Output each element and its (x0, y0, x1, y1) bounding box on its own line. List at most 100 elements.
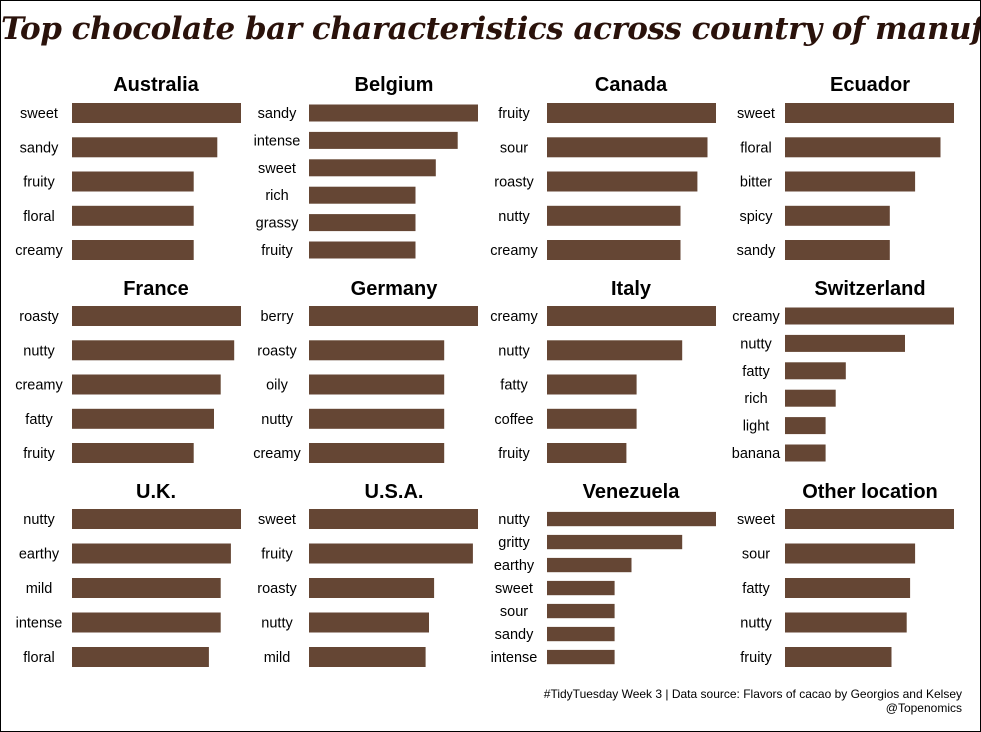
bar-canada-nutty (547, 205, 681, 226)
category-label: nutty (498, 343, 530, 359)
panel-germany: Germany berry roasty oily nutty creamy (253, 278, 478, 463)
bar-venezuela-gritty (547, 534, 683, 550)
panel-u-s-a: U.S.A. sweet fruity roasty nutty mild (257, 481, 478, 667)
category-label: fruity (740, 650, 772, 666)
category-label: banana (732, 446, 781, 462)
panel-other-location: Other location sweet sour fatty nutty fruity (737, 481, 954, 667)
category-label: sandy (495, 627, 534, 643)
category-label: nutty (23, 343, 55, 359)
panel-belgium: Belgium sandy intense sweet rich grassy fruity (254, 74, 478, 259)
category-label: rich (744, 391, 767, 407)
category-label: nutty (740, 336, 772, 352)
bar-other-location-sweet (785, 509, 954, 529)
panel-u-k: U.K. nutty earthy mild intense floral (16, 481, 241, 667)
bar-belgium-sandy (309, 104, 478, 122)
panel-venezuela: Venezuela nutty gritty earthy sweet sour sandy… (491, 481, 716, 666)
bar-venezuela-nutty (547, 511, 716, 527)
bar-ecuador-floral (785, 137, 941, 158)
category-label: oily (266, 378, 289, 394)
category-label: fruity (498, 106, 530, 122)
bar-ecuador-sandy (785, 240, 890, 260)
category-label: light (743, 419, 770, 435)
panel-france: France roasty nutty creamy fatty fruity (15, 278, 241, 463)
category-label: floral (740, 140, 771, 156)
caption-source: #TidyTuesday Week 3 | Data source: Flavo… (543, 687, 962, 701)
bar-venezuela-sour (547, 603, 615, 619)
panel-italy: Italy creamy nutty fatty coffee fruity (490, 278, 716, 463)
panel-title: Italy (611, 278, 652, 300)
bar-venezuela-intense (547, 649, 615, 665)
bar-belgium-sweet (309, 159, 436, 177)
bar-other-location-fruity (785, 647, 892, 667)
bar-italy-coffee (547, 408, 637, 429)
category-label: sweet (737, 512, 775, 528)
bar-belgium-grassy (309, 214, 416, 232)
category-label: nutty (23, 512, 55, 528)
category-label: sweet (258, 512, 296, 528)
bar-u-s-a-roasty (309, 578, 435, 598)
bar-australia-sandy (72, 137, 218, 158)
bar-canada-sour (547, 137, 708, 158)
category-label: nutty (261, 412, 293, 428)
bar-france-nutty (72, 340, 235, 361)
panel-title: U.K. (136, 481, 176, 503)
category-label: creamy (253, 446, 301, 462)
category-label: fruity (498, 446, 530, 462)
category-label: intense (491, 650, 538, 666)
panel-title: France (123, 278, 189, 300)
category-label: sandy (258, 106, 297, 122)
category-label: gritty (498, 535, 530, 551)
bar-france-fatty (72, 408, 214, 429)
category-label: fatty (500, 378, 528, 394)
bar-u-k-mild (72, 578, 221, 598)
bar-canada-fruity (547, 103, 716, 123)
panel-title: Ecuador (830, 74, 910, 96)
panel-title: Canada (595, 74, 668, 96)
category-label: roasty (257, 343, 297, 359)
category-label: creamy (15, 243, 63, 259)
category-label: sweet (495, 581, 533, 597)
bar-france-fruity (72, 443, 194, 463)
bar-france-creamy (72, 374, 221, 395)
bar-ecuador-spicy (785, 205, 890, 226)
bar-u-s-a-fruity (309, 543, 473, 564)
category-label: fatty (742, 581, 770, 597)
bar-germany-creamy (309, 443, 445, 463)
category-label: mild (26, 581, 53, 597)
category-label: fatty (25, 412, 53, 428)
panel-ecuador: Ecuador sweet floral bitter spicy sandy (737, 74, 954, 260)
bar-switzerland-fatty (785, 362, 846, 380)
bar-italy-creamy (547, 306, 716, 326)
bar-u-k-earthy (72, 543, 231, 564)
category-label: roasty (257, 581, 297, 597)
panel-canada: Canada fruity sour roasty nutty creamy (490, 74, 716, 260)
category-label: creamy (490, 309, 538, 325)
category-label: intense (16, 616, 63, 632)
main-title: Top chocolate bar characteristics across… (1, 11, 980, 47)
bar-switzerland-creamy (785, 307, 954, 325)
category-label: floral (23, 209, 54, 225)
category-label: sour (742, 547, 770, 563)
category-label: fruity (261, 243, 293, 259)
category-label: sweet (258, 161, 296, 177)
bar-belgium-intense (309, 131, 458, 149)
category-label: earthy (19, 547, 60, 563)
category-label: sweet (737, 106, 775, 122)
category-label: spicy (739, 209, 773, 225)
bar-france-roasty (72, 306, 241, 326)
category-label: rich (265, 188, 288, 204)
category-label: fatty (742, 364, 770, 380)
category-label: fruity (23, 175, 55, 191)
bar-australia-fruity (72, 171, 194, 192)
category-label: floral (23, 650, 54, 666)
bar-other-location-nutty (785, 612, 907, 633)
panel-title: Belgium (355, 74, 434, 96)
bar-u-s-a-mild (309, 647, 426, 667)
bar-ecuador-bitter (785, 171, 916, 192)
panel-switzerland: Switzerland creamy nutty fatty rich light bana… (732, 278, 954, 462)
bar-switzerland-banana (785, 444, 826, 462)
category-label: coffee (494, 412, 533, 428)
category-label: sandy (737, 243, 776, 259)
category-label: fruity (23, 446, 55, 462)
